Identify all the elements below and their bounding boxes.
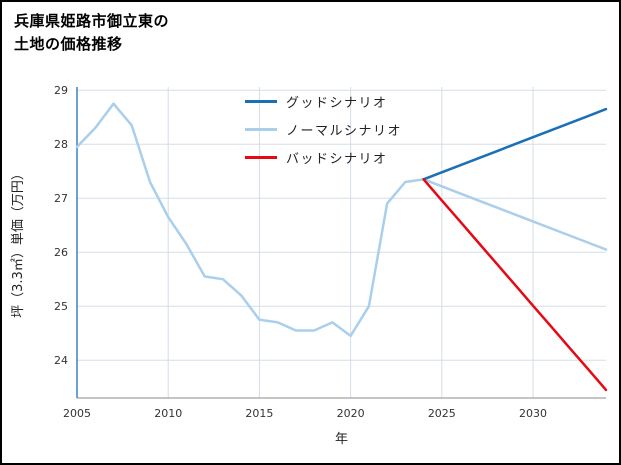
bad-scenario-line-swatch — [245, 156, 277, 159]
legend-label-good-scenario: グッドシナリオ — [286, 96, 388, 111]
svg-text:27: 27 — [54, 192, 68, 205]
svg-text:2010: 2010 — [154, 407, 182, 420]
good-scenario-line-swatch — [245, 100, 277, 103]
svg-text:26: 26 — [54, 246, 68, 259]
svg-text:24: 24 — [54, 354, 68, 367]
normal-scenario-line-swatch — [245, 128, 277, 131]
legend-label-normal-scenario: ノーマルシナリオ — [286, 124, 403, 139]
legend-item-bad-scenario: バッドシナリオ — [245, 148, 402, 167]
svg-text:25: 25 — [54, 300, 68, 313]
svg-text:29: 29 — [54, 84, 68, 97]
svg-text:2030: 2030 — [519, 407, 547, 420]
svg-text:2005: 2005 — [63, 407, 91, 420]
svg-text:2015: 2015 — [245, 407, 273, 420]
page-title: 兵庫県姫路市御立東の 土地の価格推移 — [14, 10, 169, 55]
svg-text:年: 年 — [335, 432, 348, 447]
svg-text:2020: 2020 — [337, 407, 365, 420]
svg-text:2025: 2025 — [428, 407, 456, 420]
chart-legend: グッドシナリオ ノーマルシナリオ バッドシナリオ — [245, 92, 402, 167]
legend-item-normal-scenario: ノーマルシナリオ — [245, 120, 402, 139]
svg-text:坪（3.3㎡）単価（万円）: 坪（3.3㎡）単価（万円） — [10, 167, 26, 318]
svg-text:28: 28 — [54, 138, 68, 151]
page-title-line1: 兵庫県姫路市御立東の — [14, 12, 170, 30]
page-title-line2: 土地の価格推移 — [14, 34, 123, 53]
legend-item-good-scenario: グッドシナリオ — [245, 92, 402, 111]
legend-label-bad-scenario: バッドシナリオ — [286, 152, 388, 167]
